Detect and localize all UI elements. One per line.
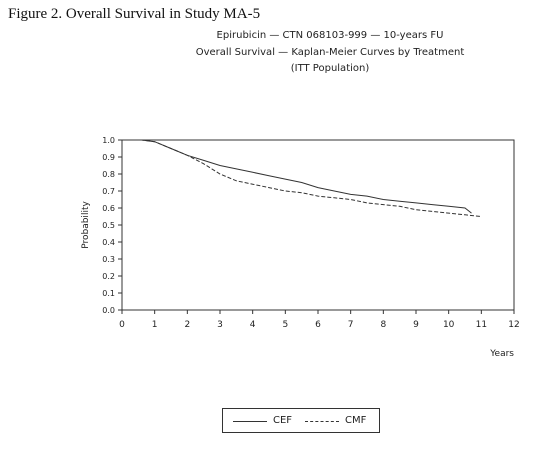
figure-caption: Figure 2. Overall Survival in Study MA-5 [8,6,261,22]
legend-label-cmf: CMF [345,415,367,426]
y-tick-label-0: 0.0 [102,306,115,315]
y-tick-label-5: 0.5 [102,221,115,230]
x-tick-label-0: 0 [119,320,125,330]
y-tick-label-10: 1.0 [102,136,115,145]
y-tick-label-6: 0.6 [102,204,115,213]
chart-title-line-2: Overall Survival — Kaplan-Meier Curves b… [195,47,465,58]
x-tick-label-12: 12 [508,320,519,330]
series-line-cmf [122,139,482,217]
y-tick-label-9: 0.9 [102,153,115,162]
y-tick-label-1: 0.1 [102,289,115,298]
x-tick-label-5: 5 [282,320,288,330]
x-tick-label-7: 7 [348,320,354,330]
x-tick-label-8: 8 [380,320,386,330]
chart-title-line-3: (ITT Population) [290,63,370,74]
x-tick-label-2: 2 [184,320,190,330]
x-axis-label: Years [489,349,514,359]
x-tick-label-1: 1 [152,320,158,330]
x-tick-label-3: 3 [217,320,223,330]
legend-label-cef: CEF [273,415,293,426]
x-tick-label-10: 10 [443,320,455,330]
y-tick-label-2: 0.2 [102,272,115,281]
chart-title-line-1: Epirubicin — CTN 068103-999 — 10-years F… [216,30,444,41]
x-tick-label-11: 11 [476,320,487,330]
y-tick-label-8: 0.8 [102,170,115,179]
series-line-cef [122,139,472,214]
x-tick-label-6: 6 [315,320,321,330]
y-tick-label-3: 0.3 [102,255,115,264]
y-tick-label-7: 0.7 [102,187,115,196]
plot-frame [121,139,515,311]
legend-swatch-cmf [305,421,339,422]
legend-swatch-cef [233,421,267,422]
y-axis-label: Probability [81,201,91,249]
x-tick-label-4: 4 [250,320,256,330]
chart-legend: CEF CMF [222,408,380,433]
y-tick-label-4: 0.4 [102,238,115,247]
x-tick-label-9: 9 [413,320,419,330]
